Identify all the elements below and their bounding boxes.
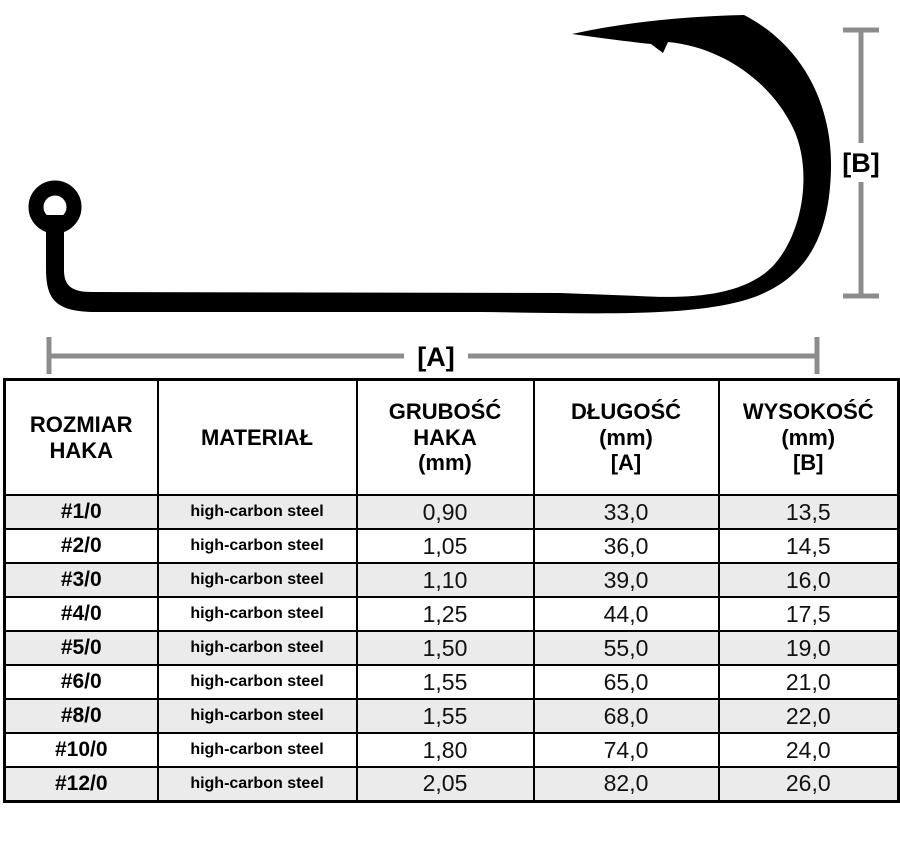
cell-height: 22,0: [717, 698, 900, 734]
cell-length: 39,0: [532, 562, 720, 598]
jig-hook-diagram: [A] [B]: [28, 15, 880, 374]
hook-body: [46, 15, 832, 314]
cell-size: #1/0: [3, 494, 159, 530]
cell-thickness: 1,55: [355, 698, 535, 734]
cell-material: high-carbon steel: [156, 698, 358, 734]
col-header-thickness: GRUBOŚĆ HAKA (mm): [355, 378, 535, 496]
dimension-a-label: [A]: [417, 342, 454, 372]
cell-height: 19,0: [717, 630, 900, 666]
cell-material: high-carbon steel: [156, 630, 358, 666]
cell-material: high-carbon steel: [156, 596, 358, 632]
table-row: #10/0 high-carbon steel 1,80 74,0 24,0: [3, 732, 900, 768]
cell-length: 68,0: [532, 698, 720, 734]
cell-thickness: 1,25: [355, 596, 535, 632]
cell-material: high-carbon steel: [156, 732, 358, 768]
cell-height: 26,0: [717, 766, 900, 802]
cell-size: #2/0: [3, 528, 159, 564]
table-row: #3/0 high-carbon steel 1,10 39,0 16,0: [3, 562, 900, 598]
cell-thickness: 1,10: [355, 562, 535, 598]
col-header-material: MATERIAŁ: [156, 378, 358, 496]
cell-material: high-carbon steel: [156, 562, 358, 598]
cell-size: #10/0: [3, 732, 159, 768]
cell-height: 21,0: [717, 664, 900, 700]
col-header-hook-size: ROZMIAR HAKA: [3, 378, 159, 496]
cell-size: #8/0: [3, 698, 159, 734]
cell-thickness: 1,50: [355, 630, 535, 666]
cell-height: 16,0: [717, 562, 900, 598]
dimension-b-label: [B]: [842, 148, 879, 178]
cell-height: 17,5: [717, 596, 900, 632]
cell-length: 74,0: [532, 732, 720, 768]
cell-length: 55,0: [532, 630, 720, 666]
cell-length: 33,0: [532, 494, 720, 530]
table-row: #6/0 high-carbon steel 1,55 65,0 21,0: [3, 664, 900, 700]
cell-length: 36,0: [532, 528, 720, 564]
cell-size: #3/0: [3, 562, 159, 598]
table-row: #1/0 high-carbon steel 0,90 33,0 13,5: [3, 494, 900, 530]
cell-size: #6/0: [3, 664, 159, 700]
table-row: #5/0 high-carbon steel 1,50 55,0 19,0: [3, 630, 900, 666]
cell-thickness: 1,80: [355, 732, 535, 768]
cell-material: high-carbon steel: [156, 494, 358, 530]
table-row: #8/0 high-carbon steel 1,55 68,0 22,0: [3, 698, 900, 734]
table-row: #4/0 high-carbon steel 1,25 44,0 17,5: [3, 596, 900, 632]
dimension-b-lines: [843, 27, 879, 299]
table-row: #12/0 high-carbon steel 2,05 82,0 26,0: [3, 766, 900, 802]
cell-thickness: 1,05: [355, 528, 535, 564]
cell-material: high-carbon steel: [156, 528, 358, 564]
table-row: #2/0 high-carbon steel 1,05 36,0 14,5: [3, 528, 900, 564]
cell-height: 13,5: [717, 494, 900, 530]
cell-height: 14,5: [717, 528, 900, 564]
dimension-a-lines: [46, 337, 820, 374]
cell-material: high-carbon steel: [156, 664, 358, 700]
header-row: ROZMIAR HAKA MATERIAŁ GRUBOŚĆ HAKA (mm) …: [3, 378, 900, 496]
cell-size: #4/0: [3, 596, 159, 632]
cell-thickness: 2,05: [355, 766, 535, 802]
col-header-height: WYSOKOŚĆ (mm) [B]: [717, 378, 900, 496]
cell-material: high-carbon steel: [156, 766, 358, 802]
cell-size: #12/0: [3, 766, 159, 802]
cell-thickness: 1,55: [355, 664, 535, 700]
cell-length: 82,0: [532, 766, 720, 802]
cell-height: 24,0: [717, 732, 900, 768]
col-header-length: DŁUGOŚĆ (mm) [A]: [532, 378, 720, 496]
cell-length: 44,0: [532, 596, 720, 632]
hook-spec-table: ROZMIAR HAKA MATERIAŁ GRUBOŚĆ HAKA (mm) …: [3, 378, 900, 803]
cell-thickness: 0,90: [355, 494, 535, 530]
cell-length: 65,0: [532, 664, 720, 700]
cell-size: #5/0: [3, 630, 159, 666]
